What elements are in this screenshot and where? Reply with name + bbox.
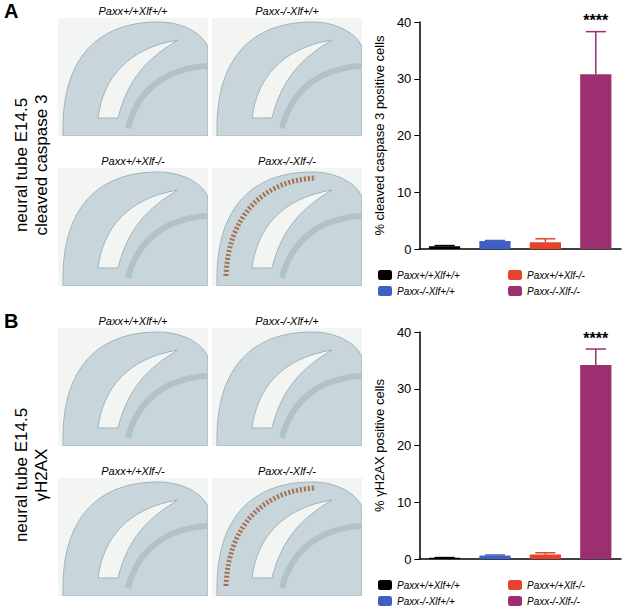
html-text:A: A	[4, 0, 19, 22]
svg-text:10: 10	[397, 185, 411, 200]
svg-text:40: 40	[397, 325, 411, 340]
html-text:Paxx+/+Xlf+/+: Paxx+/+Xlf+/+	[98, 315, 168, 327]
svg-text:Paxx+/+Xlf+/+: Paxx+/+Xlf+/+	[397, 580, 460, 591]
svg-text:Paxx-/-Xlf+/+: Paxx-/-Xlf+/+	[397, 596, 455, 607]
html-text:Paxx+/+Xlf-/-: Paxx+/+Xlf-/-	[101, 465, 165, 477]
svg-text:20: 20	[397, 438, 411, 453]
html-text:Paxx-/-Xlf+/+: Paxx-/-Xlf+/+	[255, 5, 319, 17]
svg-text:0: 0	[404, 552, 411, 567]
html-text:Paxx-/-Xlf-/-: Paxx-/-Xlf-/-	[258, 465, 316, 477]
html-text:B: B	[4, 310, 19, 332]
html-text:neural tube E14.5: neural tube E14.5	[12, 97, 31, 233]
html-text:neural tube E14.5: neural tube E14.5	[12, 407, 31, 543]
html-text:Paxx+/+Xlf-/-: Paxx+/+Xlf-/-	[101, 155, 165, 167]
svg-text:20: 20	[397, 128, 411, 143]
svg-text:Paxx-/-Xlf+/+: Paxx-/-Xlf+/+	[397, 286, 455, 297]
svg-text:0: 0	[404, 242, 411, 257]
html-text:γH2AX: γH2AX	[32, 448, 51, 502]
html-text:Paxx-/-Xlf-/-: Paxx-/-Xlf-/-	[258, 155, 316, 167]
svg-text:40: 40	[397, 15, 411, 30]
svg-text:Paxx+/+Xlf+/+: Paxx+/+Xlf+/+	[397, 270, 460, 281]
svg-text:10: 10	[397, 495, 411, 510]
html-text:cleaved caspase 3: cleaved caspase 3	[32, 94, 51, 236]
svg-text:% γH2AX positive cells: % γH2AX positive cells	[372, 379, 387, 512]
svg-text:30: 30	[397, 71, 411, 86]
svg-text:30: 30	[397, 381, 411, 396]
svg-text:% cleaved caspase 3 positive c: % cleaved caspase 3 positive cells	[372, 35, 387, 236]
svg-text:****: ****	[583, 12, 609, 29]
svg-text:****: ****	[583, 330, 609, 347]
svg-text:Paxx-/-Xlf-/-: Paxx-/-Xlf-/-	[527, 286, 580, 297]
svg-text:Paxx+/+Xlf-/-: Paxx+/+Xlf-/-	[527, 580, 585, 591]
html-text:Paxx-/-Xlf+/+: Paxx-/-Xlf+/+	[255, 315, 319, 327]
html-text:Paxx+/+Xlf+/+: Paxx+/+Xlf+/+	[98, 5, 168, 17]
svg-text:Paxx-/-Xlf-/-: Paxx-/-Xlf-/-	[527, 596, 580, 607]
svg-text:Paxx+/+Xlf-/-: Paxx+/+Xlf-/-	[527, 270, 585, 281]
